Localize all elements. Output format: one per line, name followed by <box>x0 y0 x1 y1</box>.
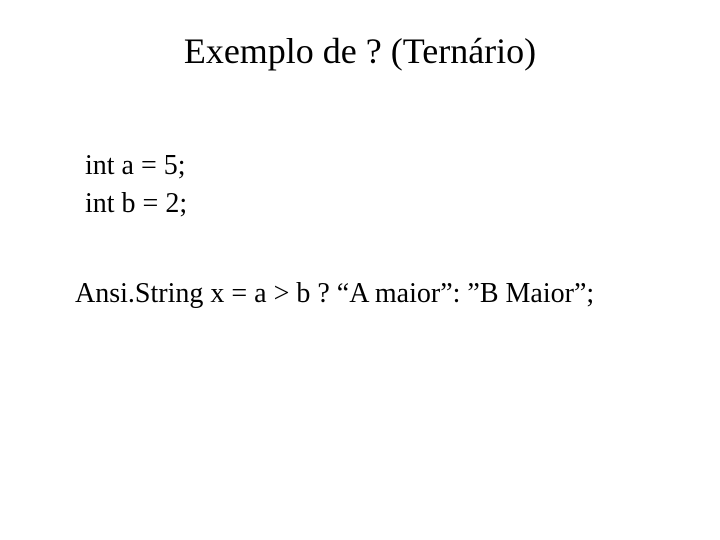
code-line-3: Ansi.String x = a > b ? “A maior”: ”B Ma… <box>75 223 720 310</box>
code-line-2: int b = 2; <box>75 185 720 223</box>
slide-content: int a = 5; int b = 2; Ansi.String x = a … <box>0 82 720 310</box>
slide-title: Exemplo de ? (Ternário) <box>0 0 720 82</box>
code-line-1: int a = 5; <box>75 147 720 185</box>
